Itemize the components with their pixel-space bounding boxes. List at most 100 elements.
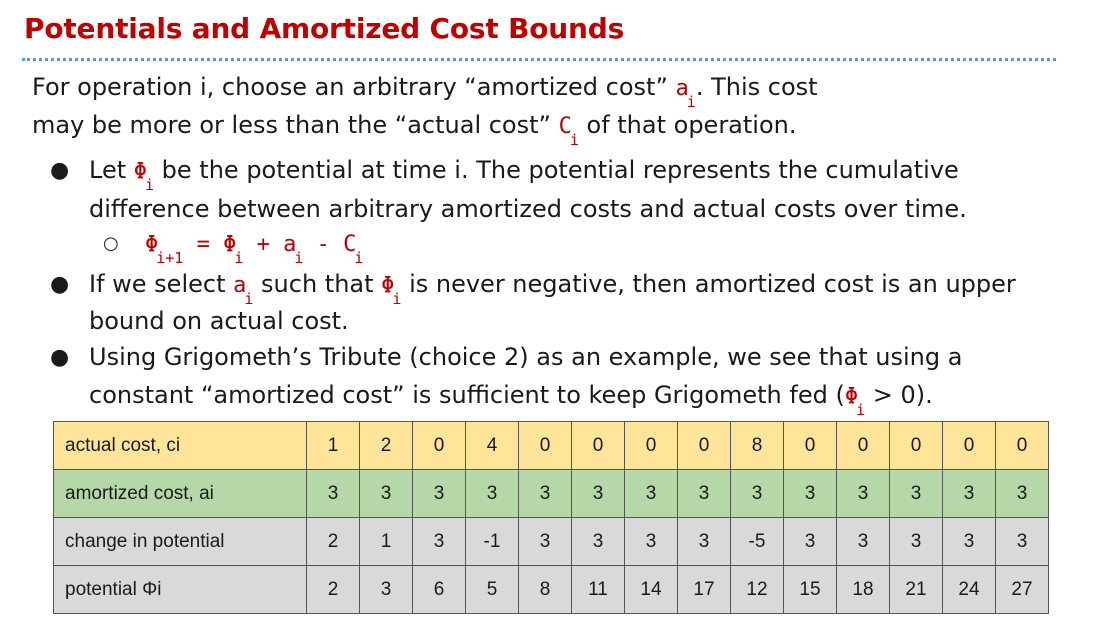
cost-table: actual cost, ci 1 2 0 4 0 0 0 0 8 0 0 0 0 0 amortized c… xyxy=(53,421,1049,614)
bullet-3-line-1: Using Grigometh’s Tribute (choice 2) as … xyxy=(89,343,963,371)
table-cell: 17 xyxy=(677,565,731,614)
row-label: potential Φi xyxy=(53,565,307,614)
subscript: i xyxy=(294,249,304,267)
table-cell: 3 xyxy=(465,469,519,518)
table-cell: 3 xyxy=(836,469,890,518)
table-cell: 3 xyxy=(571,469,625,518)
bullet-2-line-1: If we select ai such that Φi is never ne… xyxy=(89,270,1016,308)
table-cell: 3 xyxy=(889,517,943,566)
bullet-dot: ● xyxy=(50,158,70,183)
bullet-text: such that xyxy=(253,270,382,298)
var-phi: Φ xyxy=(381,273,395,298)
bullet-2-line-2: bound on actual cost. xyxy=(89,307,349,335)
subscript: i xyxy=(354,249,364,267)
table-cell: 0 xyxy=(518,421,572,470)
intro-text: For operation i, choose an arbitrary “am… xyxy=(32,73,676,101)
table-cell: 0 xyxy=(889,421,943,470)
table-cell: -1 xyxy=(465,517,519,566)
table-row: amortized cost, ai 3 3 3 3 3 3 3 3 3 3 3 3 3 3 xyxy=(53,469,1049,518)
intro-line-1: For operation i, choose an arbitrary “am… xyxy=(32,73,818,111)
var-a: a xyxy=(233,273,247,298)
subscript: i xyxy=(686,93,696,111)
bullet-3-line-2: constant “amortized cost” is sufficient … xyxy=(89,381,933,419)
table-cell: 2 xyxy=(359,421,413,470)
table-cell: 3 xyxy=(783,469,837,518)
table-cell: 3 xyxy=(518,469,572,518)
table-cell: 3 xyxy=(942,517,996,566)
var-phi: Φ xyxy=(133,159,148,184)
table-cell: 21 xyxy=(889,565,943,614)
row-label: change in potential xyxy=(53,517,307,566)
table-cell: 3 xyxy=(995,517,1049,566)
table-cell: 3 xyxy=(624,517,678,566)
table-cell: 3 xyxy=(677,469,731,518)
table-cell: 3 xyxy=(677,517,731,566)
table-cell: 4 xyxy=(465,421,519,470)
table-cell: 6 xyxy=(412,565,466,614)
table-cell: 3 xyxy=(836,517,890,566)
bullet-text: Let xyxy=(89,156,134,184)
table-cell: 3 xyxy=(359,469,413,518)
table-cell: 3 xyxy=(306,469,360,518)
formula-part: + a xyxy=(243,232,297,257)
table-cell: 3 xyxy=(730,469,784,518)
title-divider xyxy=(22,58,1056,61)
intro-line-2: may be more or less than the “actual cos… xyxy=(32,111,797,149)
table-cell: -5 xyxy=(730,517,784,566)
bullet-1-line-2: difference between arbitrary amortized c… xyxy=(89,195,967,223)
bullet-dot: ● xyxy=(50,345,70,370)
var-c: C xyxy=(558,114,572,139)
subscript: i xyxy=(234,249,244,267)
table-cell: 5 xyxy=(465,565,519,614)
table-cell: 15 xyxy=(783,565,837,614)
intro-text: of that operation. xyxy=(578,111,797,139)
table-cell: 0 xyxy=(995,421,1049,470)
subscript: i xyxy=(145,176,155,194)
table-cell: 24 xyxy=(942,565,996,614)
table-row: change in potential 2 1 3 -1 3 3 3 3 -5 3 3 3 3 3 xyxy=(53,517,1049,566)
table-cell: 2 xyxy=(306,517,360,566)
var-a: a xyxy=(675,76,689,101)
intro-text: may be more or less than the “actual cos… xyxy=(32,111,559,139)
table-row: actual cost, ci 1 2 0 4 0 0 0 0 8 0 0 0 0 0 xyxy=(53,421,1049,470)
slide-title: Potentials and Amortized Cost Bounds xyxy=(24,12,625,45)
table-cell: 3 xyxy=(624,469,678,518)
subscript: i+1 xyxy=(156,249,184,267)
table-cell: 3 xyxy=(412,469,466,518)
table-cell: 0 xyxy=(677,421,731,470)
table-row: potential Φi 2 3 6 5 8 11 14 17 12 15 18 21 24 27 xyxy=(53,565,1049,614)
intro-text: . This cost xyxy=(695,73,818,101)
formula-part: - C xyxy=(303,232,357,257)
table-cell: 1 xyxy=(306,421,360,470)
subscript: i xyxy=(244,290,254,308)
row-label: amortized cost, ai xyxy=(53,469,307,518)
subscript: i xyxy=(856,401,866,419)
table-cell: 2 xyxy=(306,565,360,614)
table-cell: 0 xyxy=(942,421,996,470)
table-cell: 3 xyxy=(889,469,943,518)
table-cell: 27 xyxy=(995,565,1049,614)
table-cell: 14 xyxy=(624,565,678,614)
table-cell: 3 xyxy=(783,517,837,566)
bullet-text: constant “amortized cost” is sufficient … xyxy=(89,381,845,409)
subscript: i xyxy=(392,290,402,308)
formula-part: Φ xyxy=(145,232,159,257)
table-cell: 3 xyxy=(995,469,1049,518)
table-cell: 3 xyxy=(571,517,625,566)
table-cell: 18 xyxy=(836,565,890,614)
bullet-dot: ● xyxy=(50,272,70,297)
table-cell: 0 xyxy=(783,421,837,470)
bullet-1-line-1: Let Φi be the potential at time i. The p… xyxy=(89,156,959,194)
row-label: actual cost, ci xyxy=(53,421,307,470)
potential-formula: Φi+1 = Φi + ai - Ci xyxy=(145,229,363,267)
table-cell: 8 xyxy=(518,565,572,614)
table-cell: 12 xyxy=(730,565,784,614)
table-cell: 11 xyxy=(571,565,625,614)
bullet-text: > 0). xyxy=(865,381,933,409)
table-cell: 3 xyxy=(359,565,413,614)
bullet-text: be the potential at time i. The potentia… xyxy=(154,156,959,184)
table-cell: 3 xyxy=(412,517,466,566)
var-phi: Φ xyxy=(844,384,859,409)
subscript: i xyxy=(569,131,579,149)
bullet-text: If we select xyxy=(89,270,234,298)
